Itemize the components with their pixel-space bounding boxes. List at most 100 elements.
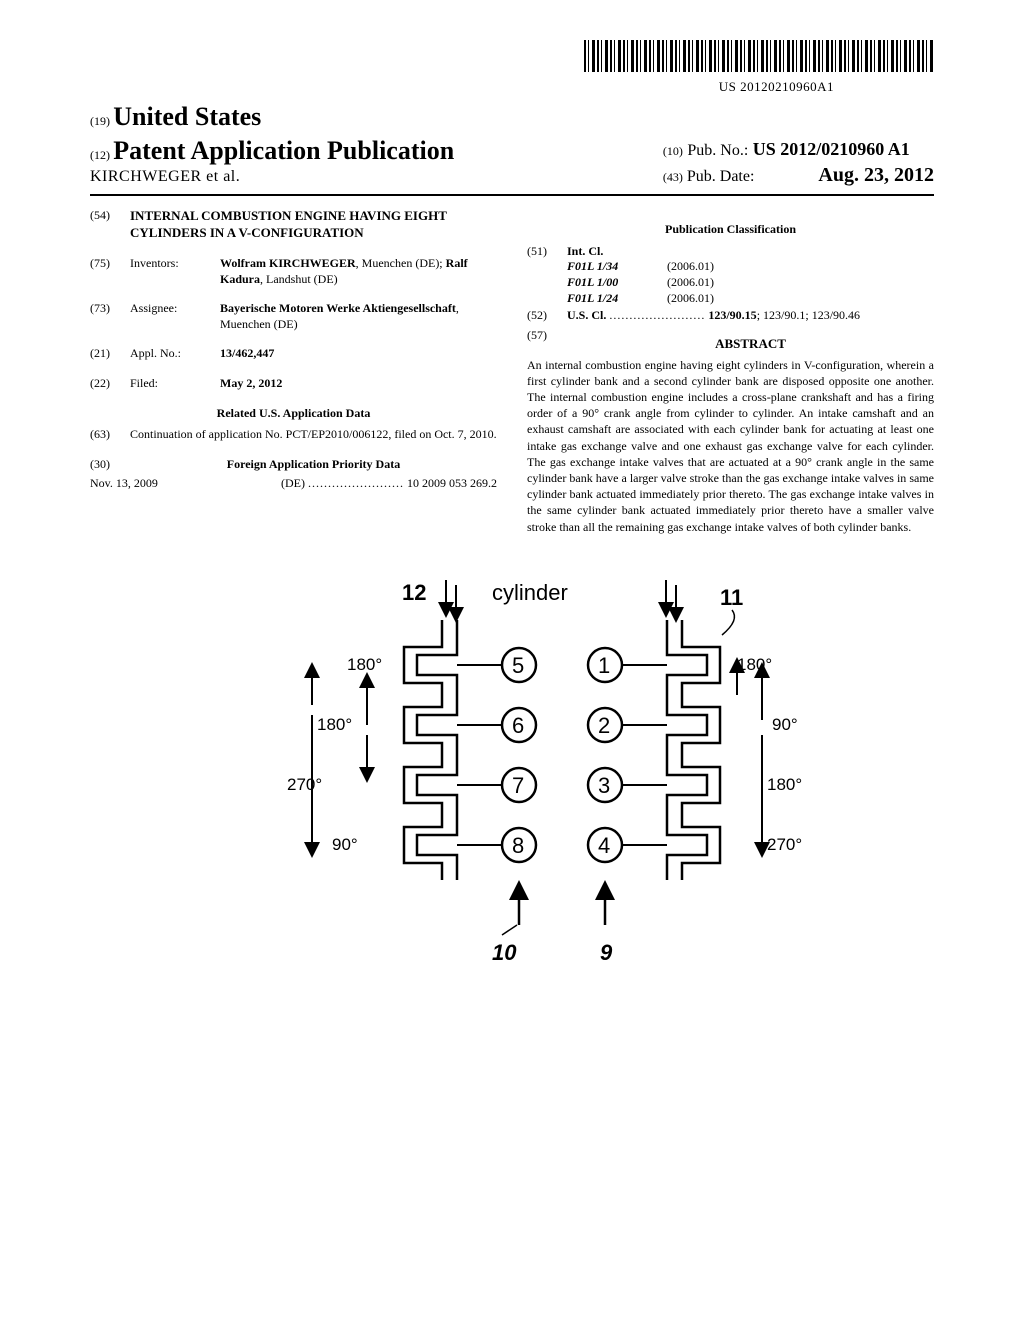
foreign-heading-row: (30) Foreign Application Priority Data bbox=[90, 457, 497, 473]
appl-no-value: 13/462,447 bbox=[220, 346, 497, 362]
country: United States bbox=[113, 102, 261, 131]
int-cl-item-1: F01L 1/00 (2006.01) bbox=[567, 275, 934, 291]
svg-text:8: 8 bbox=[512, 833, 524, 858]
title-text: INTERNAL COMBUSTION ENGINE HAVING EIGHT … bbox=[130, 208, 497, 242]
inventors-label: Inventors: bbox=[130, 256, 220, 287]
pub-date-code: (43) bbox=[663, 170, 683, 184]
svg-text:5: 5 bbox=[512, 653, 524, 678]
int-cl-date-2: (2006.01) bbox=[667, 291, 934, 307]
country-code: (19) bbox=[90, 114, 110, 128]
inventor-loc-1: , Muenchen (DE); bbox=[356, 256, 446, 270]
svg-text:9: 9 bbox=[600, 940, 613, 965]
svg-text:180°: 180° bbox=[737, 655, 772, 674]
filed-row: (22) Filed: May 2, 2012 bbox=[90, 376, 497, 392]
abstract-heading: ABSTRACT bbox=[567, 336, 934, 353]
us-cl-label: U.S. Cl. bbox=[567, 308, 606, 322]
barcode-area: US 20120210960A1 bbox=[90, 40, 934, 96]
assignee-row: (73) Assignee: Bayerische Motoren Werke … bbox=[90, 301, 497, 332]
filed-code: (22) bbox=[90, 376, 130, 392]
appl-no-label: Appl. No.: bbox=[130, 346, 220, 362]
dots bbox=[308, 476, 404, 490]
pub-date: Aug. 23, 2012 bbox=[818, 164, 934, 186]
us-cl-code: (52) bbox=[527, 308, 567, 324]
pub-date-label: Pub. Date: bbox=[687, 168, 755, 185]
svg-text:6: 6 bbox=[512, 713, 524, 738]
int-cl-code-1: F01L 1/00 bbox=[567, 275, 667, 291]
int-cl-date-0: (2006.01) bbox=[667, 259, 934, 275]
pub-no-code: (10) bbox=[663, 144, 683, 158]
figure: cylinder 12 11 5 6 7 8 bbox=[90, 565, 934, 995]
svg-text:3: 3 bbox=[598, 773, 610, 798]
svg-text:90°: 90° bbox=[772, 715, 798, 734]
int-cl-row: (51) Int. Cl. F01L 1/34 (2006.01) F01L 1… bbox=[527, 244, 934, 306]
right-column: Publication Classification (51) Int. Cl.… bbox=[527, 208, 934, 535]
inventors-value: Wolfram KIRCHWEGER, Muenchen (DE); Ralf … bbox=[220, 256, 497, 287]
foreign-heading: Foreign Application Priority Data bbox=[130, 457, 497, 473]
inventor-line: KIRCHWEGER et al. bbox=[90, 167, 454, 188]
inventors-row: (75) Inventors: Wolfram KIRCHWEGER, Muen… bbox=[90, 256, 497, 287]
svg-text:90°: 90° bbox=[332, 835, 358, 854]
cyl-right-group: 1 2 3 4 bbox=[588, 648, 667, 862]
related-row: (63) Continuation of application No. PCT… bbox=[90, 427, 497, 443]
abstract-text: An internal combustion engine having eig… bbox=[527, 357, 934, 535]
appl-no-bold: 13/462,447 bbox=[220, 346, 274, 360]
int-cl-item-2: F01L 1/24 (2006.01) bbox=[567, 291, 934, 307]
svg-text:4: 4 bbox=[598, 833, 610, 858]
int-cl-code-2: F01L 1/24 bbox=[567, 291, 667, 307]
related-code: (63) bbox=[90, 427, 130, 443]
svg-text:1: 1 bbox=[598, 653, 610, 678]
int-cl-code: (51) bbox=[527, 244, 567, 306]
us-cl-rest: ; 123/90.1; 123/90.46 bbox=[757, 308, 860, 322]
svg-text:180°: 180° bbox=[767, 775, 802, 794]
left-column: (54) INTERNAL COMBUSTION ENGINE HAVING E… bbox=[90, 208, 497, 535]
assignee-value: Bayerische Motoren Werke Aktiengesellsch… bbox=[220, 301, 497, 332]
svg-text:270°: 270° bbox=[287, 775, 322, 794]
title-row: (54) INTERNAL COMBUSTION ENGINE HAVING E… bbox=[90, 208, 497, 242]
int-cl-date-1: (2006.01) bbox=[667, 275, 934, 291]
assignee-name: Bayerische Motoren Werke Aktiengesellsch… bbox=[220, 301, 456, 315]
svg-text:270°: 270° bbox=[767, 835, 802, 854]
assignee-code: (73) bbox=[90, 301, 130, 332]
filed-bold: May 2, 2012 bbox=[220, 376, 282, 390]
figure-svg: cylinder 12 11 5 6 7 8 bbox=[192, 565, 832, 985]
foreign-number: 10 2009 053 269.2 bbox=[407, 476, 497, 490]
barcode-number: US 20120210960A1 bbox=[90, 79, 934, 96]
header-left: (19) United States (12) Patent Applicati… bbox=[90, 100, 454, 188]
us-cl-primary: 123/90.15 bbox=[708, 308, 756, 322]
appl-no-row: (21) Appl. No.: 13/462,447 bbox=[90, 346, 497, 362]
abstract-code: (57) bbox=[527, 328, 567, 357]
inventor-loc-2: , Landshut (DE) bbox=[260, 272, 338, 286]
header: (19) United States (12) Patent Applicati… bbox=[90, 100, 934, 188]
int-cl-code-0: F01L 1/34 bbox=[567, 259, 667, 275]
body-columns: (54) INTERNAL COMBUSTION ENGINE HAVING E… bbox=[90, 208, 934, 535]
abstract-heading-row: (57) ABSTRACT bbox=[527, 328, 934, 357]
pub-type: Patent Application Publication bbox=[113, 136, 454, 165]
appl-no-code: (21) bbox=[90, 346, 130, 362]
svg-text:180°: 180° bbox=[317, 715, 352, 734]
inventors-code: (75) bbox=[90, 256, 130, 287]
divider bbox=[90, 194, 934, 196]
related-text: Continuation of application No. PCT/EP20… bbox=[130, 427, 497, 443]
us-cl-row: (52) U.S. Cl. 123/90.15; 123/90.1; 123/9… bbox=[527, 308, 934, 324]
assignee-label: Assignee: bbox=[130, 301, 220, 332]
inventor-name-1: Wolfram KIRCHWEGER bbox=[220, 256, 356, 270]
barcode bbox=[584, 40, 934, 72]
svg-text:7: 7 bbox=[512, 773, 524, 798]
filed-value: May 2, 2012 bbox=[220, 376, 497, 392]
ref-11: 11 bbox=[720, 585, 743, 610]
svg-text:180°: 180° bbox=[347, 655, 382, 674]
foreign-country: (DE) 10 2009 053 269.2 bbox=[281, 476, 497, 492]
title-code: (54) bbox=[90, 208, 130, 242]
int-cl-item-0: F01L 1/34 (2006.01) bbox=[567, 259, 934, 275]
foreign-priority-row: Nov. 13, 2009 (DE) 10 2009 053 269.2 bbox=[90, 476, 497, 492]
ref-12: 12 bbox=[402, 580, 426, 605]
header-right: (10) Pub. No.: US 2012/0210960 A1 (43) P… bbox=[663, 138, 934, 188]
cyl-left-group: 5 6 7 8 bbox=[457, 648, 536, 862]
classification-heading: Publication Classification bbox=[527, 222, 934, 238]
pub-type-code: (12) bbox=[90, 148, 110, 162]
figure-title: cylinder bbox=[492, 580, 568, 605]
dots-2 bbox=[609, 308, 705, 322]
int-cl-label-bold: Int. Cl. bbox=[567, 244, 603, 258]
int-cl-label: Int. Cl. bbox=[567, 244, 934, 260]
pub-no-label: Pub. No.: bbox=[687, 142, 748, 159]
